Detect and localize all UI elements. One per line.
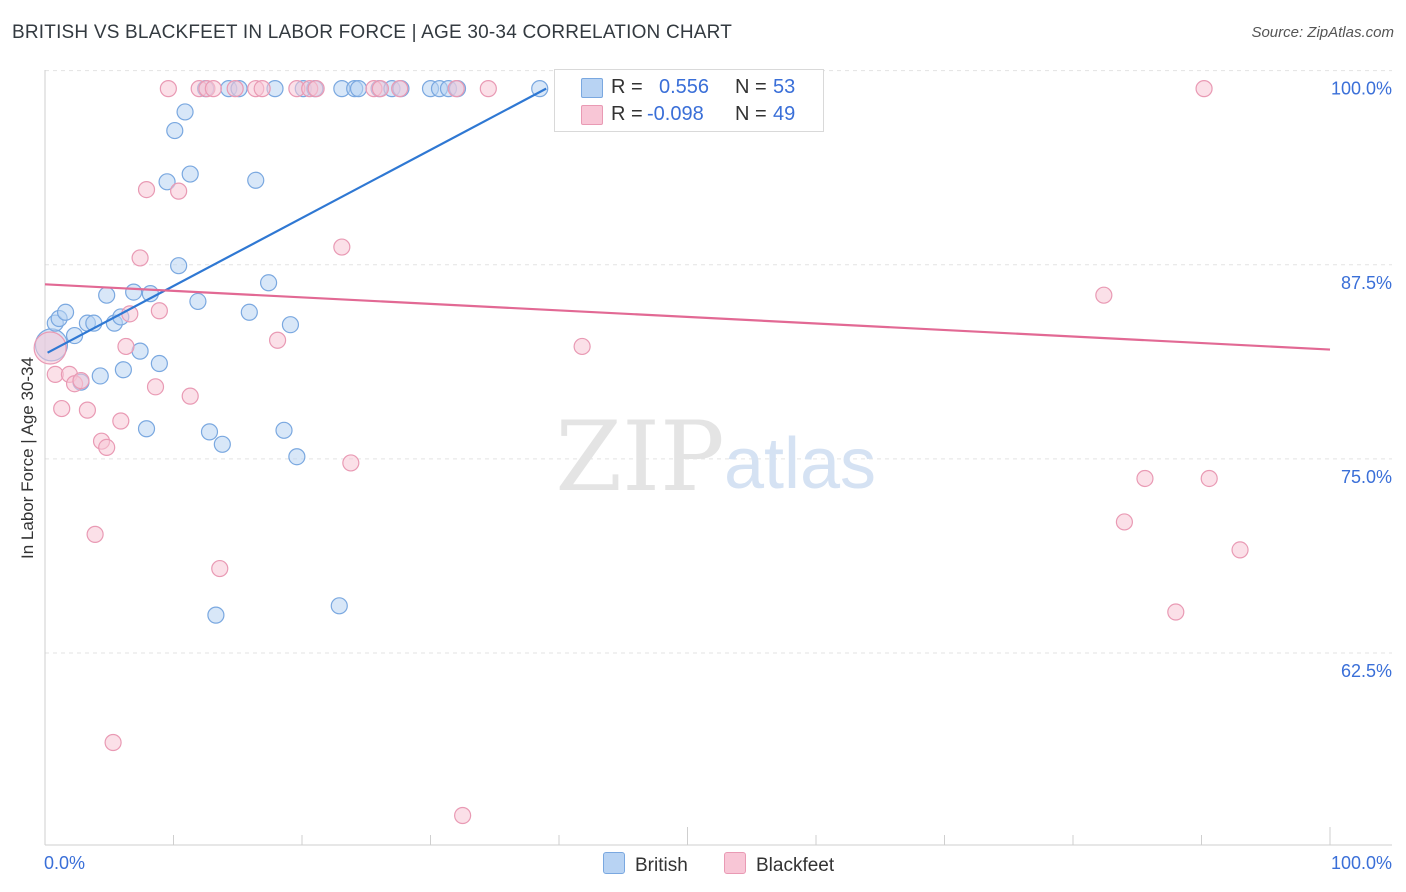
blackfeet-point-44[interactable] <box>1115 513 1134 531</box>
grid <box>45 70 1392 654</box>
blackfeet-point-28[interactable] <box>268 331 287 349</box>
british-point-34[interactable] <box>275 421 293 439</box>
blackfeet-point-2[interactable] <box>53 399 71 418</box>
british-point-17[interactable] <box>150 354 168 373</box>
blackfeet-trend-line <box>44 283 1331 351</box>
british-swatch <box>581 78 603 98</box>
blackfeet-point-0[interactable] <box>33 331 67 365</box>
blackfeet-point-48[interactable] <box>1200 469 1218 488</box>
watermark-atlas: atlas <box>724 424 876 504</box>
british-point-25[interactable] <box>200 423 219 441</box>
british-legend-label: British <box>635 855 688 876</box>
british-n-value: 53 <box>773 76 796 98</box>
blackfeet-point-12[interactable] <box>117 337 135 356</box>
british-r-label: R = <box>611 76 643 98</box>
trend-lines <box>44 87 1331 354</box>
british-point-12[interactable] <box>114 361 132 379</box>
blackfeet-point-19[interactable] <box>170 182 188 200</box>
blackfeet-point-20[interactable] <box>181 387 199 405</box>
british-point-26[interactable] <box>207 606 225 624</box>
british-legend-swatch <box>603 852 625 874</box>
blackfeet-point-41[interactable] <box>573 337 591 356</box>
stats-legend: R = 0.556 N = 53 R = -0.098 N = 49 <box>554 69 824 132</box>
blackfeet-point-43[interactable] <box>1095 286 1113 304</box>
british-point-9[interactable] <box>98 286 116 304</box>
blackfeet-r-label: R = <box>611 103 643 125</box>
blackfeet-point-6[interactable] <box>78 401 97 419</box>
tick-labels: 100.0% 87.5% 75.0% 62.5% 0.0% 100.0% <box>44 79 1392 873</box>
legend-item-british[interactable]: British <box>603 852 688 877</box>
blackfeet-point-17[interactable] <box>150 302 168 320</box>
british-point-15[interactable] <box>137 420 156 438</box>
source-label: Source: ZipAtlas.com <box>1251 24 1394 41</box>
y-tick-label-2: 75.0% <box>1341 467 1392 487</box>
blackfeet-point-33[interactable] <box>342 454 360 472</box>
y-tick-label-0: 100.0% <box>1331 79 1392 99</box>
watermark: ZIP atlas <box>555 401 876 513</box>
blackfeet-point-38[interactable] <box>454 806 472 825</box>
blackfeet-point-16[interactable] <box>146 378 165 396</box>
blackfeet-point-49[interactable] <box>1231 541 1249 559</box>
british-point-50[interactable] <box>531 80 549 98</box>
blackfeet-point-45[interactable] <box>1136 469 1154 488</box>
british-trend-line <box>47 87 547 354</box>
blackfeet-point-7[interactable] <box>86 525 104 543</box>
british-point-8[interactable] <box>91 367 109 385</box>
blackfeet-point-36[interactable] <box>391 80 409 98</box>
blackfeet-legend-swatch <box>724 852 746 874</box>
blackfeet-point-5[interactable] <box>72 372 90 390</box>
british-n-label: N = <box>735 76 767 98</box>
blackfeet-point-15[interactable] <box>137 180 156 199</box>
blackfeet-point-47[interactable] <box>1195 80 1213 98</box>
blackfeet-point-10[interactable] <box>104 733 122 752</box>
blackfeet-point-9[interactable] <box>98 438 116 457</box>
blackfeet-point-23[interactable] <box>204 80 222 98</box>
y-axis-label: In Labor Force | Age 30-34 <box>18 357 37 559</box>
y-tick-label-1: 87.5% <box>1341 273 1392 293</box>
legend-item-blackfeet[interactable]: Blackfeet <box>724 852 834 877</box>
blackfeet-point-18[interactable] <box>159 80 177 98</box>
british-point-22[interactable] <box>181 165 199 183</box>
british-r-value: 0.556 <box>659 76 710 98</box>
british-point-42[interactable] <box>349 80 368 98</box>
blackfeet-point-27[interactable] <box>253 80 271 98</box>
blackfeet-r-value: -0.098 <box>647 103 704 125</box>
blackfeet-point-39[interactable] <box>479 80 497 98</box>
british-point-20[interactable] <box>170 257 188 275</box>
british-point-31[interactable] <box>247 171 265 189</box>
blackfeet-point-14[interactable] <box>131 249 149 267</box>
british-point-30[interactable] <box>240 303 258 321</box>
british-point-13[interactable] <box>125 283 143 301</box>
y-tick-label-3: 62.5% <box>1341 661 1392 681</box>
british-point-27[interactable] <box>213 435 231 453</box>
blackfeet-point-31[interactable] <box>307 80 325 98</box>
blackfeet-point-25[interactable] <box>226 80 244 98</box>
watermark-zip: ZIP <box>555 401 724 513</box>
blackfeet-point-35[interactable] <box>371 80 389 98</box>
x-tick-label-0: 0.0% <box>44 853 85 873</box>
blackfeet-swatch <box>581 105 603 125</box>
british-point-36[interactable] <box>288 448 306 466</box>
blackfeet-point-11[interactable] <box>112 412 130 430</box>
british-point-3[interactable] <box>56 303 75 321</box>
british-point-39[interactable] <box>330 597 348 615</box>
blackfeet-point-37[interactable] <box>447 80 465 98</box>
british-point-19[interactable] <box>166 121 184 140</box>
blackfeet-legend-label: Blackfeet <box>756 855 835 876</box>
blackfeet-point-46[interactable] <box>1167 603 1185 621</box>
blackfeet-point-24[interactable] <box>211 559 229 578</box>
blackfeet-point-32[interactable] <box>333 238 351 256</box>
british-point-23[interactable] <box>189 292 207 311</box>
british-point-18[interactable] <box>158 173 176 191</box>
blackfeet-n-value: 49 <box>773 103 796 125</box>
x-tick-label-1: 100.0% <box>1331 853 1392 873</box>
axes <box>44 70 1392 846</box>
british-point-21[interactable] <box>176 103 194 121</box>
british-point-35[interactable] <box>281 316 300 334</box>
british-point-32[interactable] <box>259 274 278 292</box>
chart-title: BRITISH VS BLACKFEET IN LABOR FORCE | AG… <box>12 22 733 43</box>
blackfeet-n-label: N = <box>735 103 767 125</box>
